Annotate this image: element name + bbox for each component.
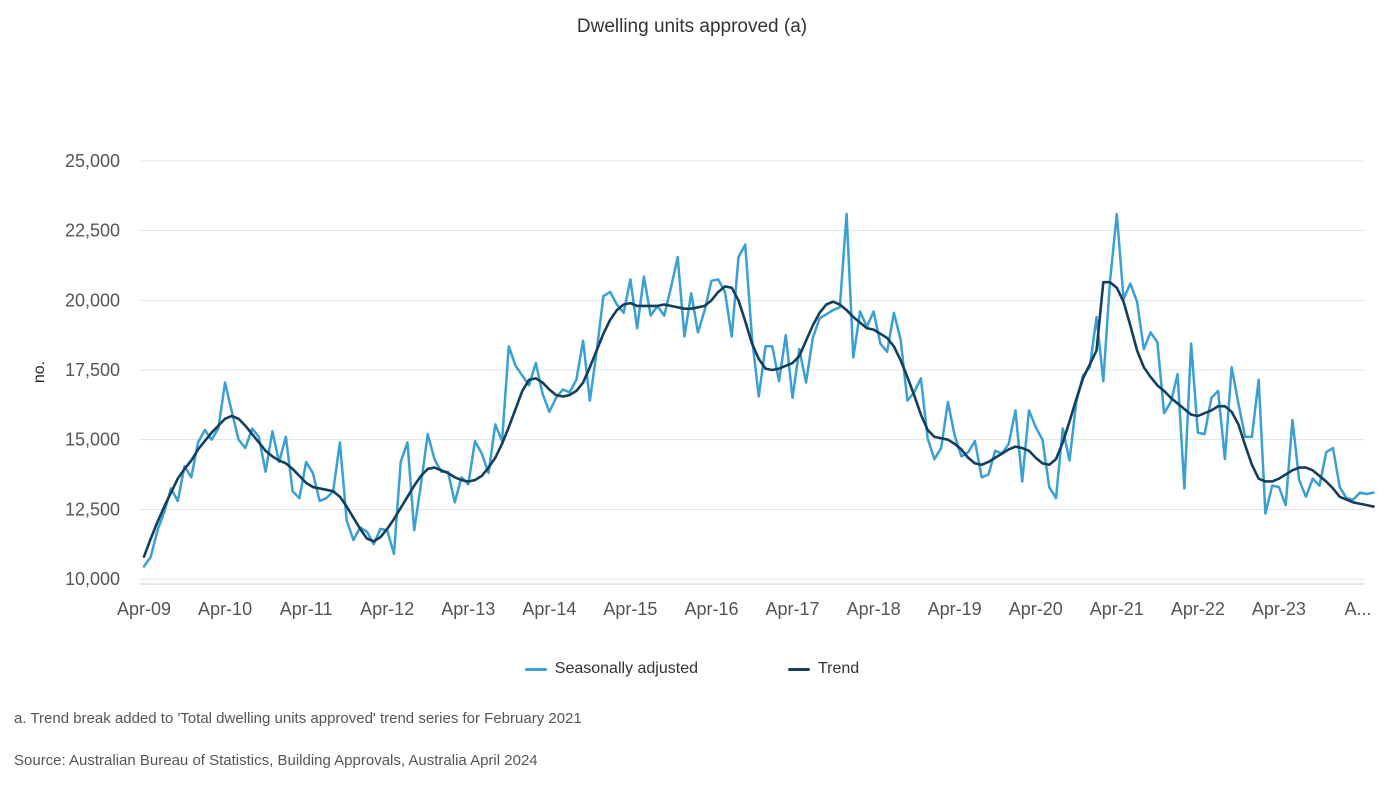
x-tick-label: Apr-13: [441, 599, 495, 619]
chart-footnote: a. Trend break added to 'Total dwelling …: [14, 710, 582, 727]
x-axis: Apr-09 Apr-10 Apr-11 Apr-12 Apr-13 Apr-14 Apr-…: [117, 599, 1372, 619]
gridlines: [140, 160, 1365, 585]
line-chart: 10,000 12,500 15,000 17,500 20,000 22,500 25,0…: [31, 151, 1375, 619]
series-line-seasonally-adjusted: [142, 212, 1375, 568]
x-tick-label: Apr-10: [198, 599, 252, 619]
chart-legend: Seasonally adjusted Trend: [0, 660, 1384, 678]
y-tick-label: 17,500: [65, 360, 120, 380]
x-tick-label: Apr-12: [360, 599, 414, 619]
x-tick-label: Apr-20: [1009, 599, 1063, 619]
x-tick-label: Apr-19: [928, 599, 982, 619]
y-tick-label: 25,000: [65, 151, 120, 171]
x-tick-label: Apr-14: [522, 599, 576, 619]
x-tick-label: Apr-22: [1171, 599, 1225, 619]
series-layer: [142, 212, 1375, 568]
y-axis: 10,000 12,500 15,000 17,500 20,000 22,500 25,0…: [65, 151, 120, 589]
legend-swatch-seasonally-adjusted: [524, 667, 547, 671]
chart-source: Source: Australian Bureau of Statistics,…: [14, 752, 538, 769]
series-line-trend: [142, 280, 1375, 559]
chart-title: Dwelling units approved (a): [576, 16, 808, 37]
legend-swatch-trend: [788, 667, 810, 671]
y-tick-label: 10,000: [65, 569, 120, 589]
x-tick-label: Apr-18: [847, 599, 901, 619]
x-tick-label: A...: [1344, 599, 1371, 619]
y-tick-label: 20,000: [65, 290, 120, 310]
x-tick-label: Apr-16: [684, 599, 738, 619]
x-tick-label: Apr-11: [280, 599, 333, 619]
y-axis-label: no.: [31, 361, 48, 383]
legend-label-trend: Trend: [818, 660, 860, 677]
x-tick-label: Apr-15: [603, 599, 657, 619]
y-tick-label: 12,500: [65, 499, 120, 519]
x-tick-label: Apr-17: [766, 599, 820, 619]
y-tick-label: 22,500: [65, 221, 120, 241]
legend-label-seasonally-adjusted: Seasonally adjusted: [554, 660, 698, 677]
x-tick-label: Apr-21: [1090, 599, 1144, 619]
x-tick-label: Apr-23: [1252, 599, 1306, 619]
legend-item-seasonally-adjusted[interactable]: Seasonally adjusted: [524, 660, 698, 678]
y-tick-label: 15,000: [65, 430, 120, 450]
legend-item-trend[interactable]: Trend: [788, 660, 859, 678]
x-tick-label: Apr-09: [117, 599, 171, 619]
